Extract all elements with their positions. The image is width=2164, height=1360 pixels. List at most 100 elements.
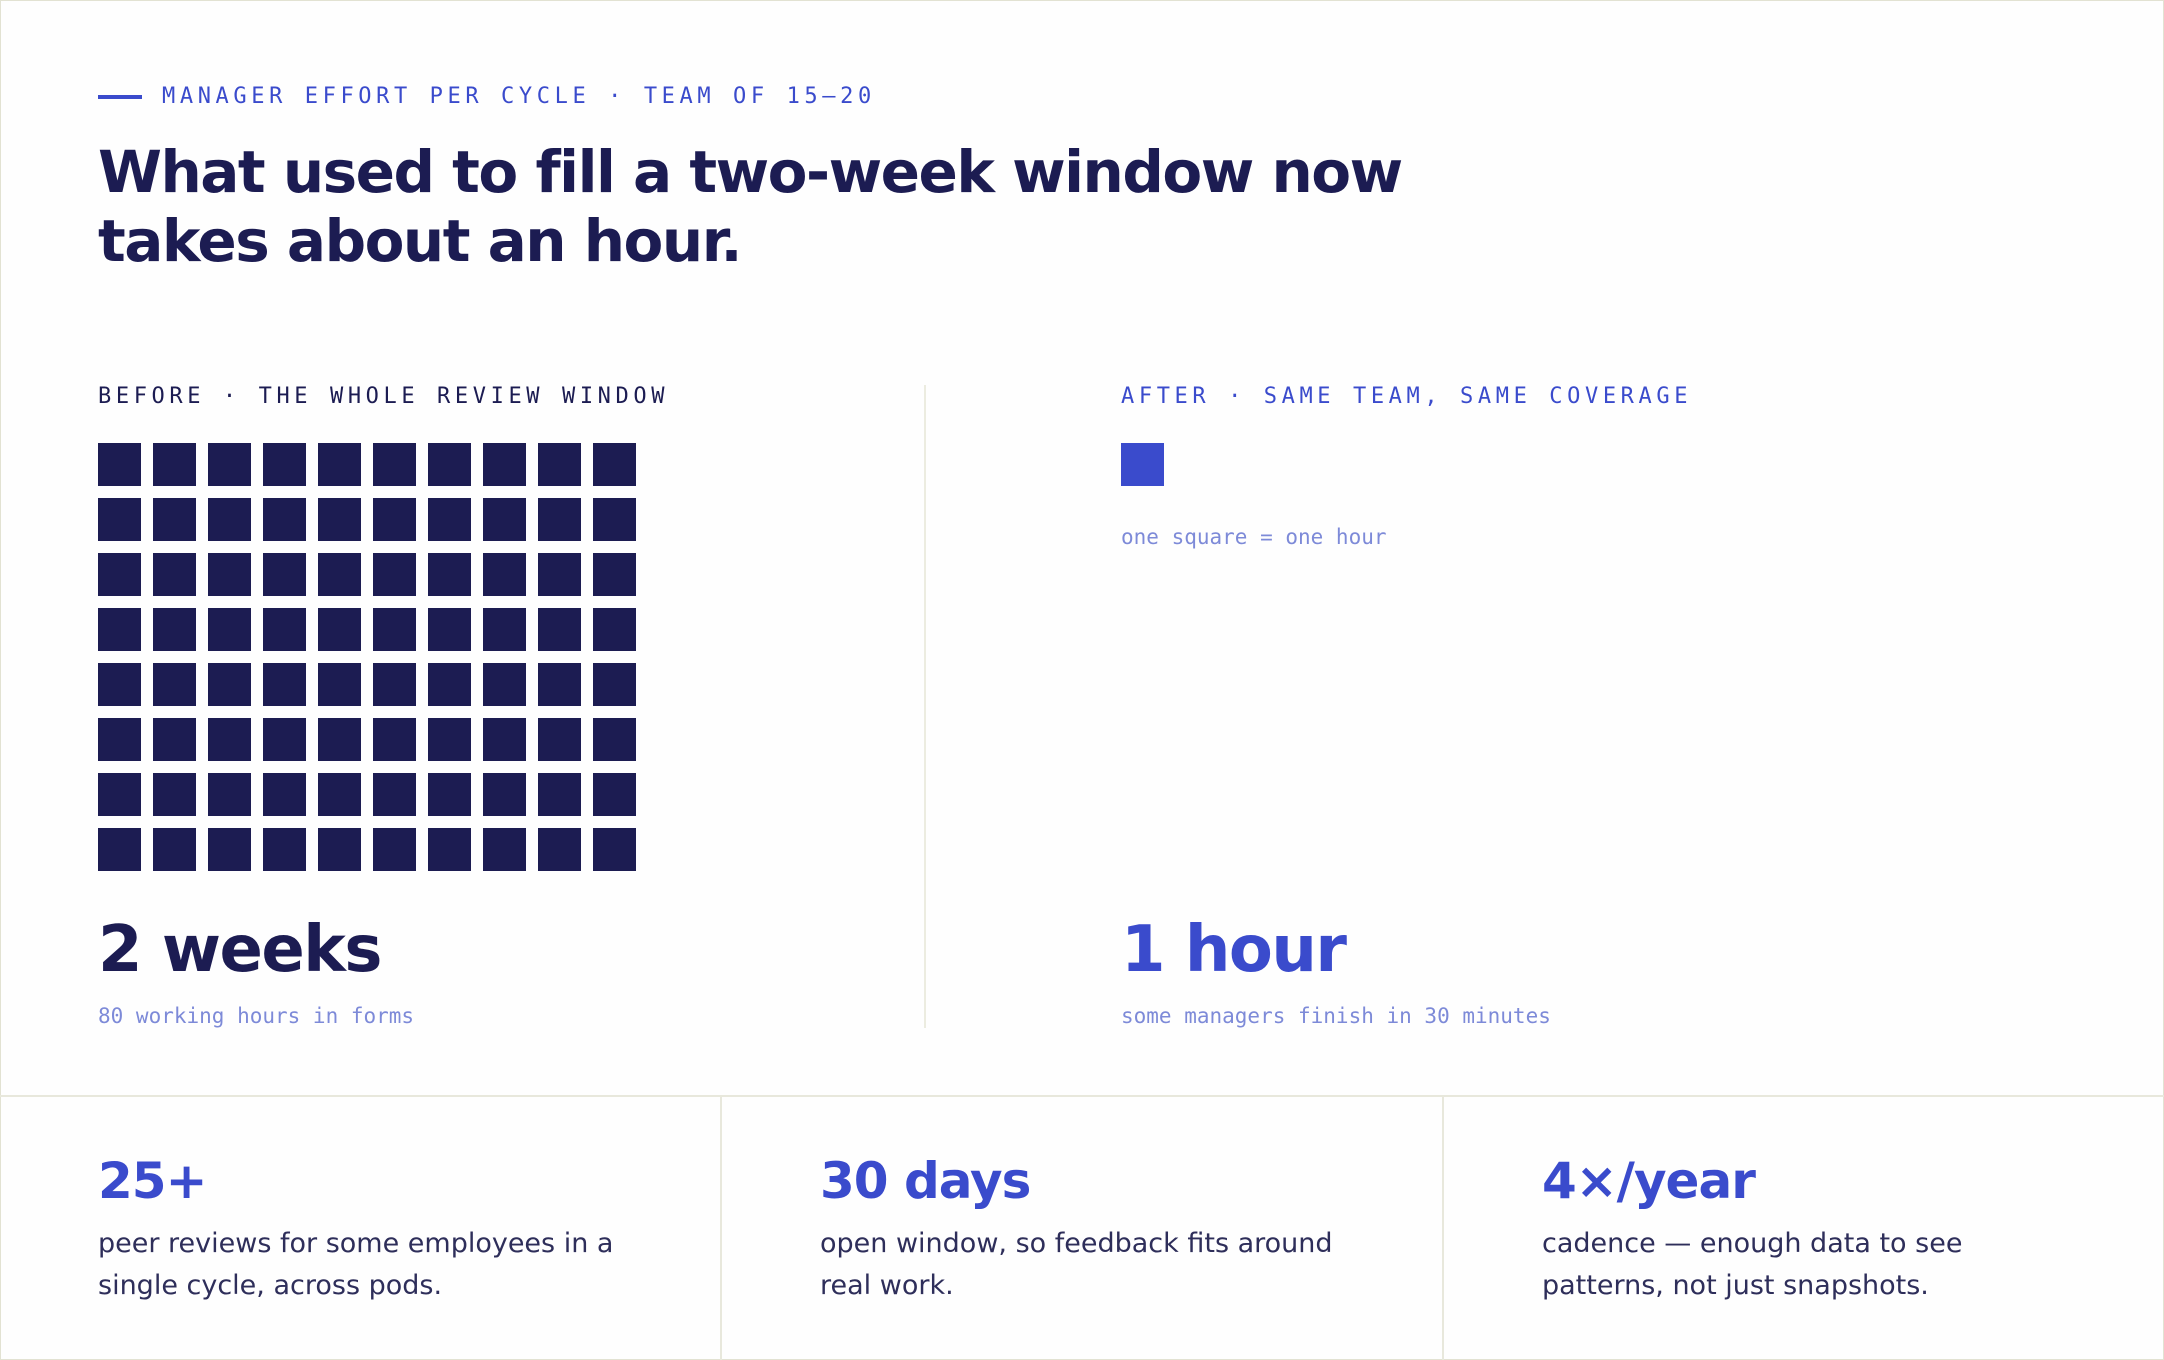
- before-caption: 80 working hours in forms: [98, 1004, 415, 1028]
- hour-square: [153, 443, 196, 486]
- hour-square: [538, 553, 581, 596]
- hour-square: [373, 498, 416, 541]
- hour-square: [208, 718, 251, 761]
- hour-square: [428, 663, 471, 706]
- hour-square: [428, 718, 471, 761]
- hour-square: [318, 828, 361, 871]
- after-value: 1 hour: [1121, 913, 1347, 987]
- stat-cadence: 4×/year cadence — enough data to see pat…: [1442, 1097, 2164, 1360]
- stat-value: 30 days: [820, 1152, 1031, 1210]
- hour-square: [263, 608, 306, 651]
- hour-square: [263, 718, 306, 761]
- hour-square: [263, 828, 306, 871]
- before-value: 2 weeks: [98, 913, 382, 987]
- after-caption: some managers finish in 30 minutes: [1121, 1004, 1551, 1028]
- hour-square: [373, 718, 416, 761]
- hour-square: [318, 443, 361, 486]
- hour-square: [483, 553, 526, 596]
- hour-square: [318, 498, 361, 541]
- hour-square: [373, 828, 416, 871]
- hour-square: [593, 498, 636, 541]
- hour-square: [318, 553, 361, 596]
- after-hour-square: [1121, 443, 1164, 486]
- hour-square: [98, 608, 141, 651]
- hour-square: [153, 608, 196, 651]
- hour-square: [538, 608, 581, 651]
- hour-square: [208, 498, 251, 541]
- hour-square: [538, 498, 581, 541]
- hour-square: [483, 608, 526, 651]
- hour-square: [483, 718, 526, 761]
- hour-square: [593, 608, 636, 651]
- hour-square: [153, 718, 196, 761]
- hour-square: [318, 608, 361, 651]
- hour-square: [373, 608, 416, 651]
- hour-square: [483, 828, 526, 871]
- hour-square: [538, 718, 581, 761]
- hour-square: [208, 553, 251, 596]
- hour-square: [318, 718, 361, 761]
- hour-square: [208, 663, 251, 706]
- before-label: BEFORE · THE WHOLE REVIEW WINDOW: [98, 384, 670, 409]
- eyebrow: MANAGER EFFORT PER CYCLE · TEAM OF 15–20: [98, 84, 876, 109]
- hour-square: [153, 663, 196, 706]
- hour-square: [318, 773, 361, 816]
- stat-value: 4×/year: [1542, 1152, 1756, 1210]
- hour-square: [593, 663, 636, 706]
- hour-square: [208, 443, 251, 486]
- after-label: AFTER · SAME TEAM, SAME COVERAGE: [1121, 384, 1693, 409]
- stat-open-window: 30 days open window, so feedback fits ar…: [720, 1097, 1442, 1360]
- hour-square: [483, 443, 526, 486]
- eyebrow-label: MANAGER EFFORT PER CYCLE · TEAM OF 15–20: [162, 84, 876, 109]
- hour-square: [263, 498, 306, 541]
- hour-square: [208, 828, 251, 871]
- hour-square: [153, 498, 196, 541]
- hour-square: [483, 663, 526, 706]
- hour-square: [538, 828, 581, 871]
- stat-value: 25+: [98, 1152, 207, 1210]
- hour-square: [483, 773, 526, 816]
- hour-square: [153, 773, 196, 816]
- eyebrow-rule: [98, 94, 142, 99]
- hour-square: [373, 443, 416, 486]
- hour-square: [153, 553, 196, 596]
- hour-square: [153, 828, 196, 871]
- hour-square: [538, 663, 581, 706]
- hour-square: [483, 498, 526, 541]
- stat-description: open window, so feedback fits around rea…: [820, 1228, 1333, 1301]
- hour-square: [98, 553, 141, 596]
- square-legend: one square = one hour: [1121, 525, 1387, 549]
- hour-square: [593, 773, 636, 816]
- hour-square: [98, 718, 141, 761]
- hour-square: [263, 553, 306, 596]
- hour-square: [263, 773, 306, 816]
- section-divider: [0, 1095, 2164, 1097]
- stat-description: peer reviews for some employees in a sin…: [98, 1228, 614, 1301]
- hour-square: [373, 773, 416, 816]
- stats-row: 25+ peer reviews for some employees in a…: [0, 1097, 2164, 1360]
- hour-square: [98, 663, 141, 706]
- hour-square: [208, 773, 251, 816]
- stat-description: cadence — enough data to see patterns, n…: [1542, 1228, 1963, 1301]
- hour-square: [98, 773, 141, 816]
- hour-square: [428, 608, 471, 651]
- hour-square: [373, 663, 416, 706]
- hour-square: [538, 443, 581, 486]
- hour-square: [318, 663, 361, 706]
- hour-square: [538, 773, 581, 816]
- hour-square: [428, 498, 471, 541]
- stat-peer-reviews: 25+ peer reviews for some employees in a…: [0, 1097, 720, 1360]
- hour-square: [593, 828, 636, 871]
- hour-square: [428, 443, 471, 486]
- before-hours-grid: [98, 443, 640, 885]
- hour-square: [593, 718, 636, 761]
- hour-square: [428, 553, 471, 596]
- column-divider: [924, 385, 926, 1028]
- hour-square: [98, 498, 141, 541]
- hour-square: [593, 443, 636, 486]
- hour-square: [428, 773, 471, 816]
- hour-square: [373, 553, 416, 596]
- hour-square: [98, 443, 141, 486]
- hour-square: [263, 443, 306, 486]
- hour-square: [428, 828, 471, 871]
